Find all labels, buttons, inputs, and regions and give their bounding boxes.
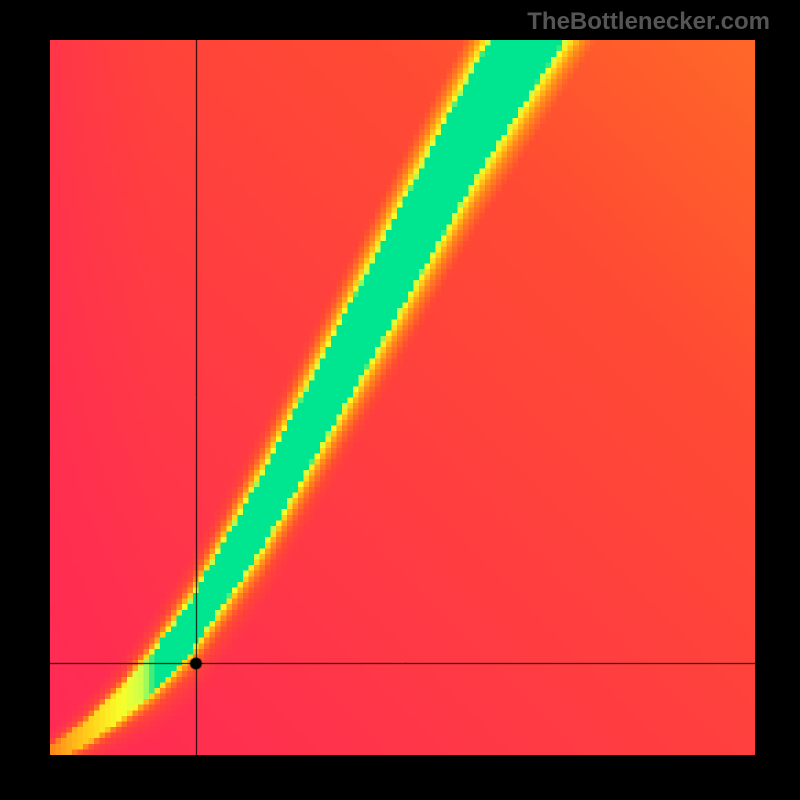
- chart-container: TheBottlenecker.com: [0, 0, 800, 800]
- bottleneck-heatmap: [50, 40, 755, 755]
- watermark-text: TheBottlenecker.com: [527, 8, 770, 36]
